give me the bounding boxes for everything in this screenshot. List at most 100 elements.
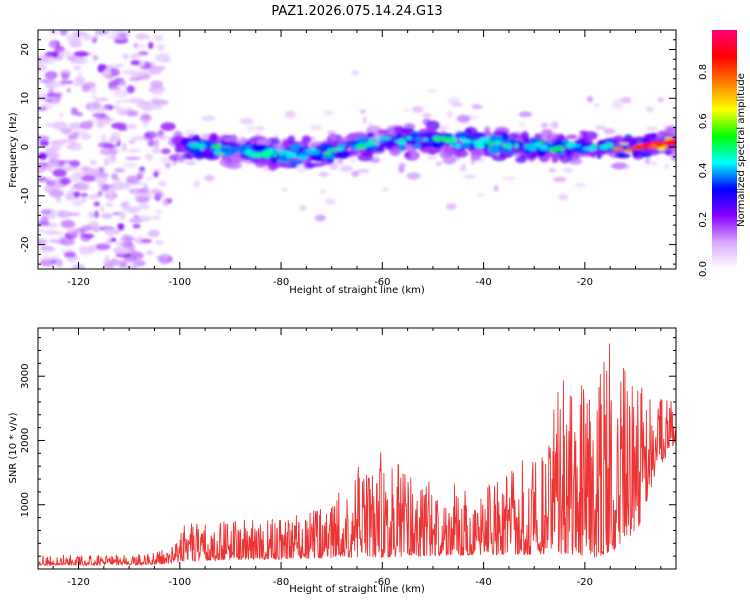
colorbar-tick-label: 0.4 xyxy=(698,162,709,178)
heatmap-noise-blob xyxy=(100,187,110,191)
heatmap-noise-blob xyxy=(115,30,124,35)
heatmap-signal-body xyxy=(564,147,572,155)
heatmap-noise-blob xyxy=(145,153,154,161)
heatmap-noise-blob xyxy=(97,141,113,149)
heatmap-noise-blob xyxy=(66,145,74,149)
heatmap-noise-blob xyxy=(99,205,105,213)
heatmap-noise-blob xyxy=(61,128,72,135)
heatmap-signal-body xyxy=(640,152,652,158)
heatmap-noise-blob xyxy=(135,196,150,203)
heatmap-noise-blob xyxy=(126,85,135,94)
heatmap-signal-body xyxy=(398,143,407,152)
colorbar-tick-label: 0.8 xyxy=(698,64,709,80)
heatmap-noise-blob xyxy=(146,250,154,256)
heatmap-noise-blob xyxy=(90,108,95,113)
heatmap-noise-blob xyxy=(48,40,57,50)
heatmap-noise-blob xyxy=(138,170,147,174)
heatmap-noise-blob xyxy=(162,58,172,63)
heatmap-signal-core xyxy=(502,143,512,149)
heatmap-noise-blob xyxy=(125,156,141,160)
heatmap-noise-blob xyxy=(80,193,89,198)
heatmap-signal-peak xyxy=(650,143,658,148)
heatmap-noise-blob xyxy=(49,189,64,198)
heatmap-noise-blob xyxy=(112,150,119,155)
heatmap-noise-blob xyxy=(93,210,100,219)
heatmap-signal-core xyxy=(523,143,534,149)
heatmap-signal-peak xyxy=(662,141,676,146)
heatmap-noise-blob xyxy=(136,101,152,110)
heatmap-signal-body xyxy=(454,131,469,139)
heatmap-signal-halo xyxy=(227,161,242,170)
heatmap-noise-blob xyxy=(66,87,71,93)
heatmap-noise-blob xyxy=(113,90,129,98)
heatmap-noise-blob xyxy=(117,127,128,131)
heatmap-signal-core xyxy=(305,150,315,155)
heatmap-signal-core xyxy=(337,143,346,148)
heatmap-signal-body xyxy=(523,137,530,146)
heatmap-noise-blob xyxy=(119,80,127,87)
heatmap-faint-blob xyxy=(356,169,370,173)
heatmap-x-tick-label: -120 xyxy=(67,277,90,288)
heatmap-noise-blob xyxy=(133,214,139,218)
heatmap-faint-blob xyxy=(574,182,587,188)
heatmap-signal-core xyxy=(486,141,496,146)
heatmap-noise-blob xyxy=(150,80,163,89)
heatmap-noise-blob xyxy=(74,198,84,207)
heatmap-signal-body xyxy=(438,133,454,137)
heatmap-noise-blob xyxy=(160,148,171,155)
heatmap-signal-core xyxy=(514,142,519,149)
heatmap-faint-blob xyxy=(282,188,288,192)
heatmap-noise-blob xyxy=(81,224,93,232)
heatmap-faint-blob xyxy=(664,163,670,170)
heatmap-noise-blob xyxy=(113,63,125,68)
heatmap-noise-blob xyxy=(68,122,84,130)
heatmap-noise-blob xyxy=(154,209,164,214)
heatmap-noise-blob xyxy=(121,69,138,75)
heatmap-x-tick-label: -80 xyxy=(273,277,289,288)
heatmap-noise-blob xyxy=(93,201,100,207)
heatmap-faint-blob xyxy=(493,184,499,192)
heatmap-noise-blob xyxy=(112,177,121,181)
heatmap-y-axis-label: Frequency (Hz) xyxy=(8,112,19,188)
heatmap-faint-blob xyxy=(646,106,654,112)
heatmap-signal-halo xyxy=(410,149,417,159)
heatmap-noise-blob xyxy=(117,222,125,231)
heatmap-noise-blob xyxy=(156,43,165,51)
heatmap-signal-peak xyxy=(652,141,664,145)
heatmap-signal-core xyxy=(494,140,502,146)
heatmap-faint-blob xyxy=(594,103,600,107)
heatmap-noise-blob xyxy=(128,139,136,145)
heatmap-noise-blob xyxy=(59,177,71,186)
heatmap-signal-halo xyxy=(306,162,325,168)
heatmap-noise-blob xyxy=(72,31,87,36)
heatmap-faint-blob xyxy=(645,126,659,132)
heatmap-noise-blob xyxy=(101,213,113,219)
heatmap-noise-blob xyxy=(40,209,52,215)
heatmap-signal-core xyxy=(335,147,344,151)
heatmap-noise-blob xyxy=(130,59,141,66)
heatmap-noise-blob xyxy=(58,50,72,57)
heatmap-signal-core xyxy=(473,142,485,148)
heatmap-faint-blob xyxy=(184,129,195,137)
heatmap-noise-blob xyxy=(71,141,76,147)
heatmap-noise-blob xyxy=(91,175,108,183)
heatmap-y-tick-label: 10 xyxy=(20,92,31,105)
heatmap-signal-core xyxy=(432,136,445,142)
heatmap-noise-blob xyxy=(105,203,114,207)
heatmap-noise-blob xyxy=(99,148,116,156)
heatmap-noise-blob xyxy=(57,210,72,218)
heatmap-noise-blob xyxy=(151,215,161,220)
heatmap-noise-blob xyxy=(49,211,57,217)
heatmap-noise-blob xyxy=(113,246,130,255)
heatmap-signal-core xyxy=(442,138,453,143)
heatmap-signal-core xyxy=(405,136,413,140)
heatmap-signal-body xyxy=(472,132,485,138)
heatmap-noise-blob xyxy=(153,100,169,106)
heatmap-faint-blob xyxy=(246,125,257,132)
heatmap-noise-blob xyxy=(118,111,127,116)
snr-panel: -120 -100 -80 -60 -40 -20 1000 2000 3000 Height… xyxy=(8,327,677,595)
colorbar-label: Normalized spectral amplitude xyxy=(736,73,747,227)
heatmap-noise-blob xyxy=(97,119,111,125)
heatmap-faint-blob xyxy=(541,122,549,129)
heatmap-signal-halo xyxy=(453,149,469,158)
